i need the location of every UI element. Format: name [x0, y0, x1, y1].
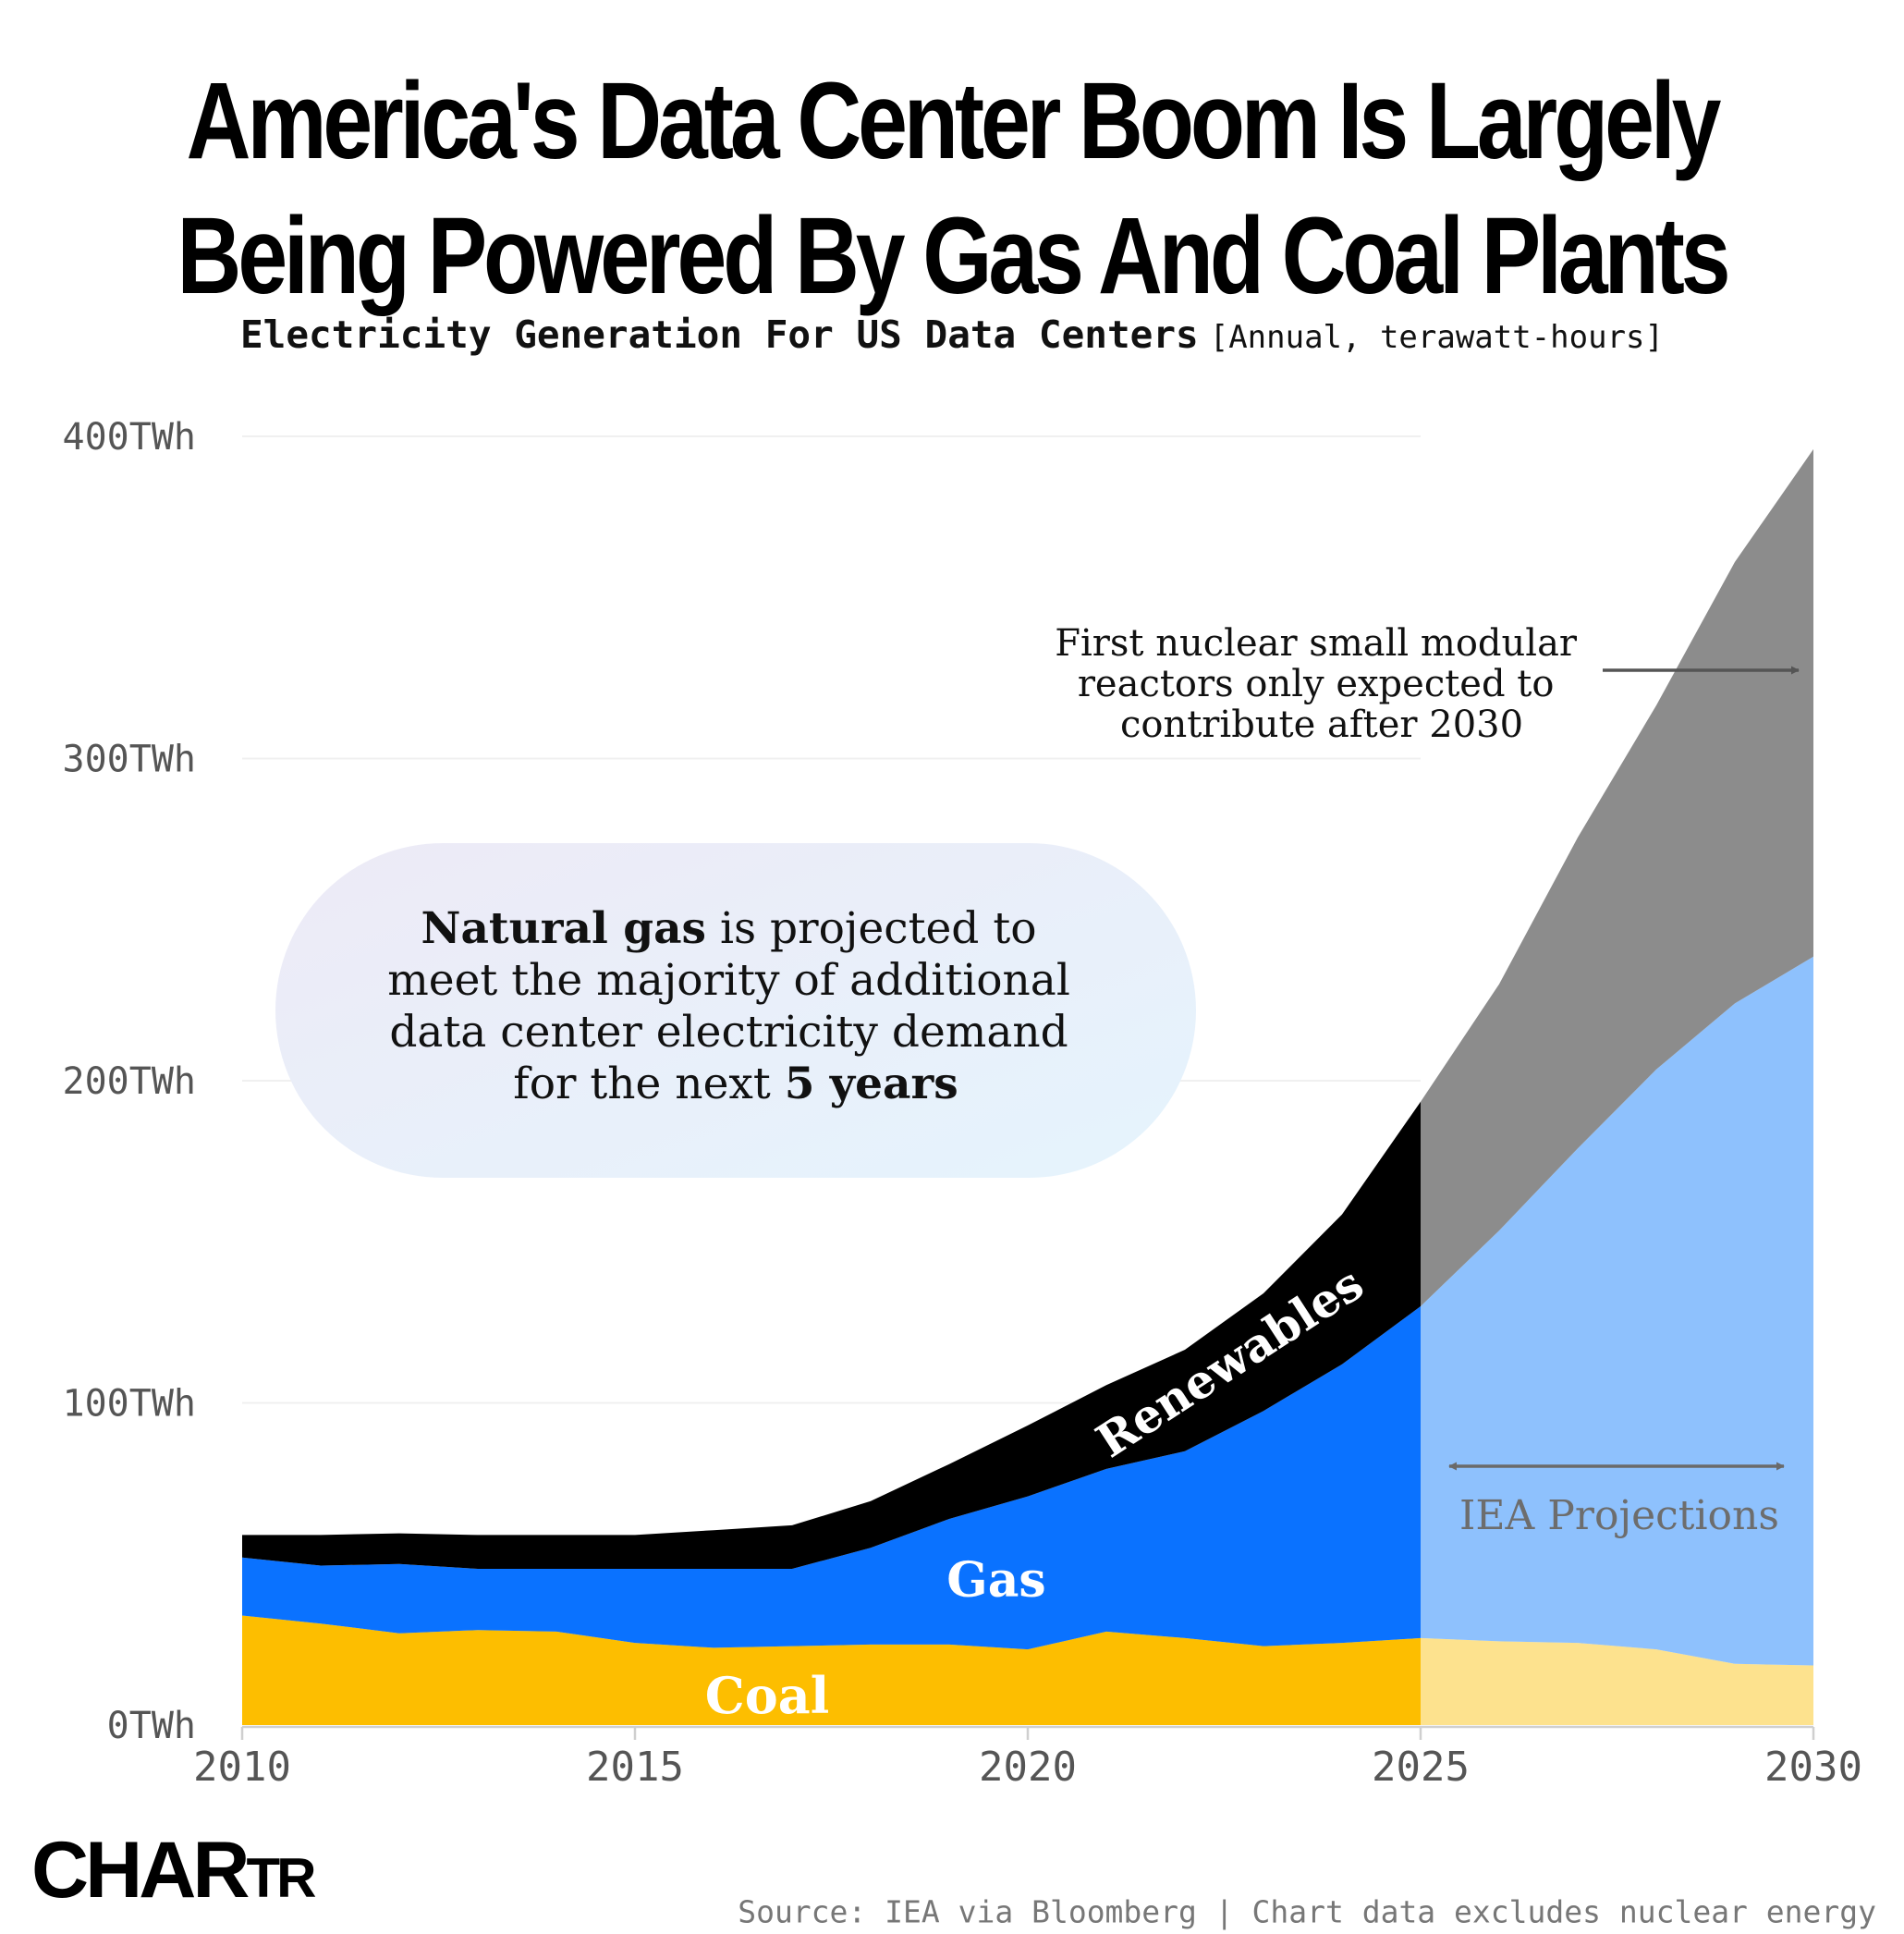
renewables-area-projected — [1421, 448, 1813, 1306]
renewables-area-historical — [242, 1101, 1421, 1569]
gas-note-line-4: for the next — [513, 1059, 784, 1109]
area-series — [242, 448, 1813, 1725]
y-tick-label: 400TWh — [63, 416, 197, 459]
series-label-gas: Gas — [946, 1552, 1045, 1609]
title-line-2: Being Powered By Gas And Coal Plants — [177, 195, 1731, 317]
chart-subtitle: Electricity Generation For US Data Cente… — [0, 312, 1904, 357]
x-tick-label: 2025 — [1372, 1744, 1470, 1791]
nuclear-note-line-3: contribute after 2030 — [1120, 704, 1523, 746]
series-label-coal: Coal — [705, 1666, 830, 1725]
x-tick-label: 2015 — [586, 1744, 684, 1791]
y-tick-label: 0TWh — [107, 1705, 196, 1747]
y-tick-label: 200TWh — [63, 1060, 197, 1103]
nuclear-note-line-1: First nuclear small modular — [1055, 622, 1578, 665]
gas-note: Natural gas is projected to meet the maj… — [387, 903, 1084, 1109]
axes: 0TWh 100TWh 200TWh 300TWh 400TWh 2010 2015 2020… — [63, 416, 1862, 1791]
chartr-logo: CHARTR — [31, 1830, 316, 1910]
nuclear-note-line-2: reactors only expected to — [1078, 663, 1555, 705]
title-line-1: America's Data Center Boom Is Largely — [186, 60, 1722, 182]
logo-small: TR — [246, 1847, 316, 1909]
subtitle-main: Electricity Generation For US Data Cente… — [239, 312, 1199, 357]
y-tick-label: 100TWh — [63, 1383, 197, 1426]
gas-note-line-2: meet the majority of additional — [387, 955, 1070, 1006]
x-tick-label: 2020 — [979, 1744, 1077, 1791]
gas-area-projected — [1421, 956, 1813, 1666]
x-tick-label: 2010 — [193, 1744, 291, 1791]
gas-note-bold: Natural gas — [421, 903, 707, 954]
subtitle-unit: [Annual, terawatt-hours] — [1209, 319, 1664, 356]
chart-title: America's Data Center Boom Is Largely Be… — [171, 54, 1732, 324]
logo-big: CHAR — [31, 1826, 250, 1915]
gas-note-bold-2: 5 years — [785, 1059, 958, 1109]
source-note: Source: IEA via Bloomberg | Chart data e… — [738, 1893, 1876, 1930]
coal-area-historical — [242, 1615, 1421, 1725]
gas-area-historical — [242, 1306, 1421, 1650]
projection-label: IEA Projections — [1459, 1492, 1779, 1539]
gas-note-pill — [275, 843, 1196, 1178]
x-tick-label: 2030 — [1764, 1744, 1862, 1791]
gas-note-line-3: data center electricity demand — [389, 1007, 1068, 1058]
y-tick-label: 300TWh — [63, 739, 197, 781]
gas-note-rest: is projected to — [706, 903, 1037, 954]
nuclear-note: First nuclear small modular reactors onl… — [1055, 622, 1589, 746]
coal-area-projected — [1421, 1637, 1813, 1725]
